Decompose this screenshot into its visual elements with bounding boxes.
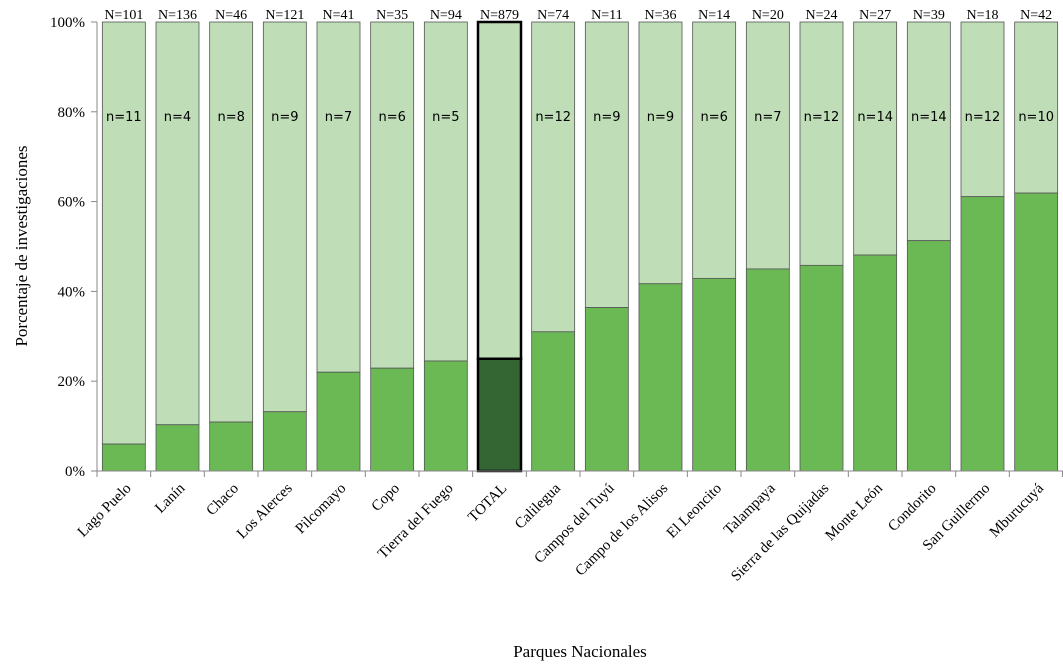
bar-total-label: N=11: [591, 8, 623, 23]
bar-count-label: n=10: [1018, 110, 1054, 125]
bar-upper-segment: [262, 21, 307, 413]
x-category-label: Condorito: [885, 481, 939, 535]
bar-count-label: n=6: [378, 110, 405, 125]
bar-total-label: N=42: [1020, 8, 1052, 23]
y-ticks: 0% 20% 40% 60% 80% 100%: [50, 15, 97, 480]
x-category-label: Talampaya: [721, 480, 779, 538]
bar-lower-segment: [262, 411, 307, 472]
bar-total-label: N=121: [265, 8, 304, 23]
x-category-label: Sierra de las Quijadas: [728, 480, 832, 584]
bar-upper-segment: [370, 21, 415, 369]
bar-count-label: n=7: [325, 110, 352, 125]
bar-upper-segment: [101, 21, 146, 445]
bar-lower-segment: [1014, 192, 1059, 472]
bar-lower-segment: [423, 360, 468, 472]
y-tick-label: 60%: [58, 195, 86, 211]
bar-upper-segment: [584, 21, 629, 308]
bar-total-label: N=136: [158, 8, 197, 23]
bar-total-label: N=36: [644, 8, 676, 23]
x-category-label: Monte León: [823, 480, 887, 544]
bar-count-label: n=9: [647, 110, 674, 125]
bar-count-label: n=12: [965, 110, 1001, 125]
bar-upper-segment: [531, 21, 576, 333]
bar-lower-segment: [906, 240, 951, 472]
y-tick-label: 20%: [58, 374, 86, 390]
bar-count-label: n=7: [754, 110, 781, 125]
bar-total-label: N=41: [322, 8, 354, 23]
bar-upper-segment: [316, 21, 361, 373]
bar-upper-segment: [745, 21, 790, 270]
x-category-label: TOTAL: [465, 481, 510, 526]
x-axis-title: Parques Nacionales: [513, 642, 647, 661]
bar-lower-segment: [370, 367, 415, 472]
x-category-label: Los Alerces: [234, 480, 296, 542]
x-category-label: Campo de los Alisos: [572, 480, 671, 579]
bar-total-label: N=24: [805, 8, 837, 23]
bar-lower-segment: [745, 268, 790, 472]
bar-lower-segment: [209, 421, 254, 472]
bar-total-label: N=101: [104, 8, 143, 23]
bar-upper-segment: [853, 21, 898, 256]
bar-lower-segment: [101, 443, 146, 472]
bar-lower-segment: [960, 196, 1005, 472]
bar-count-label: n=11: [106, 110, 142, 125]
x-category-label: Calilegua: [512, 480, 564, 532]
bar-upper-segment: [209, 21, 254, 423]
bar-count-label: n=8: [217, 110, 244, 125]
y-tick-label: 40%: [58, 284, 86, 300]
bar-upper-segment: [799, 21, 844, 266]
bar-lower-segment: [853, 254, 898, 472]
bar-lower-segment: [692, 277, 737, 472]
bar-total-label: N=94: [430, 8, 462, 23]
bar-count-label: n=6: [700, 110, 727, 125]
bar-count-label: n=5: [432, 110, 459, 125]
bar-total-label: N=39: [913, 8, 945, 23]
bar-total-label: N=20: [752, 8, 784, 23]
x-category-label: Lago Puelo: [75, 481, 135, 541]
bar-total-label: N=18: [966, 8, 998, 23]
bar-total-label: N=74: [537, 8, 569, 23]
bar-count-label: n=14: [911, 110, 947, 125]
bar-total-label: N=27: [859, 8, 891, 23]
bar-upper-segment: [960, 21, 1005, 198]
bar-count-label: n=12: [804, 110, 840, 125]
y-tick-label: 100%: [50, 15, 85, 31]
x-category-label: El Leoncito: [664, 481, 725, 542]
bar-upper-segment: [692, 21, 737, 279]
bar-upper-segment: [638, 21, 683, 285]
bar-lower-segment: [155, 424, 200, 472]
bar-count-label: n=9: [271, 110, 298, 125]
bars-layer: [101, 20, 1059, 473]
x-category-label: Pilcomayo: [293, 481, 350, 538]
bar-count-label: n=9: [593, 110, 620, 125]
x-category-label: Copo: [369, 481, 403, 515]
bar-count-label: n=4: [164, 110, 191, 125]
bar-total-label: N=35: [376, 8, 408, 23]
bar-upper-segment: [423, 21, 468, 362]
x-category-label: Chaco: [204, 481, 242, 519]
bar-upper-segment: [1014, 21, 1059, 194]
bar-lower-segment: [476, 357, 523, 473]
bar-count-label: n=12: [535, 110, 571, 125]
bar-total-label: N=879: [480, 8, 519, 23]
bar-total-label: N=14: [698, 8, 730, 23]
bar-count-label: n=14: [857, 110, 893, 125]
bar-upper-segment: [476, 20, 523, 360]
x-category-label: Mburucuyá: [987, 480, 1047, 540]
bar-upper-segment: [155, 21, 200, 426]
y-tick-label: 80%: [58, 105, 86, 121]
x-category-label: Lanín: [152, 480, 188, 516]
bar-lower-segment: [531, 331, 576, 472]
bar-total-label: N=46: [215, 8, 247, 23]
bar-lower-segment: [638, 283, 683, 472]
y-axis-title: Porcentaje de investigaciones: [12, 145, 31, 346]
bar-upper-segment: [906, 21, 951, 242]
bar-lower-segment: [316, 371, 361, 472]
bar-lower-segment: [584, 307, 629, 472]
bar-lower-segment: [799, 264, 844, 472]
y-tick-label: 0%: [65, 464, 85, 480]
